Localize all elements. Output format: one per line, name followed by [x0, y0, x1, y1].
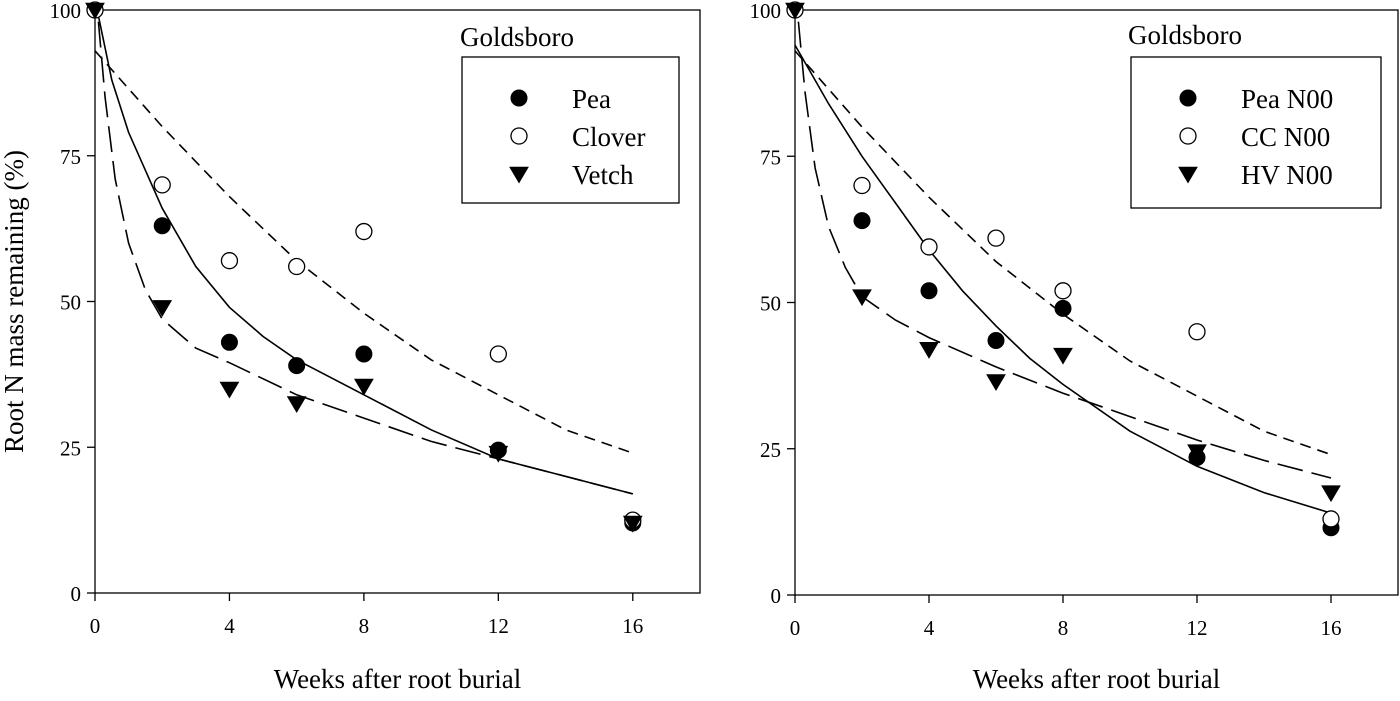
data-point: [85, 2, 105, 20]
x-axis-title: Weeks after root burial: [274, 664, 521, 694]
fit-curve-pea-n00: [794, 44, 1332, 514]
data-point: [853, 176, 871, 195]
legend-label: Clover: [572, 122, 646, 152]
legend-box: [461, 56, 680, 204]
data-point: [153, 176, 171, 194]
data-point: [785, 2, 805, 20]
x-tick-label: 16: [622, 614, 643, 638]
legend-label: Pea: [572, 84, 611, 114]
legend-box: [1130, 56, 1382, 209]
x-axis-title: Weeks after root burial: [973, 664, 1220, 694]
y-tick-label: 100: [750, 0, 782, 23]
data-point: [987, 332, 1005, 350]
data-point: [220, 252, 239, 270]
data-point: [1053, 347, 1073, 365]
data-point: [220, 333, 238, 351]
data-point: [1187, 444, 1207, 462]
data-point: [622, 515, 643, 533]
data-point: [920, 282, 938, 300]
y-tick-label: 50: [760, 292, 781, 316]
fit-curve-hv-n00: [797, 21, 1332, 479]
y-axis-title: Root N mass remaining (%): [0, 150, 29, 453]
data-point: [1321, 485, 1341, 503]
data-point: [1188, 323, 1206, 341]
data-point: [354, 378, 374, 396]
x-tick-label: 12: [488, 614, 509, 638]
legend-marker: [1178, 166, 1198, 184]
data-point: [152, 300, 173, 317]
data-point: [288, 357, 306, 375]
left-panel: 0 4 8 12 16 0 25 50 75 100 Weeks after root burial…: [0, 0, 701, 694]
x-tick-label: 0: [90, 614, 101, 638]
y-tick-label: 100: [50, 0, 82, 23]
legend-marker: [1179, 89, 1197, 107]
legend-label: CC N00: [1241, 122, 1330, 152]
y-tick-label: 0: [771, 584, 782, 608]
data-point: [1322, 510, 1340, 528]
legend-marker: [510, 89, 528, 107]
site-label: Goldsboro: [460, 22, 574, 52]
x-tick-label: 16: [1321, 616, 1342, 640]
legend-marker: [1179, 127, 1197, 145]
y-tick-label: 50: [60, 291, 81, 315]
data-point: [355, 345, 373, 363]
x-tick-label: 4: [224, 614, 235, 638]
legend-marker: [510, 127, 528, 145]
y-tick-label: 75: [60, 145, 81, 169]
data-point: [987, 229, 1005, 247]
fit-curve-cc-n00: [794, 50, 1332, 456]
x-tick-label: 12: [1187, 616, 1208, 640]
data-point: [489, 345, 507, 363]
y-tick-label: 25: [760, 438, 781, 462]
data-point: [853, 212, 871, 230]
legend-label: HV N00: [1241, 160, 1333, 190]
data-point: [920, 238, 938, 256]
data-point: [986, 374, 1006, 392]
right-panel: 0 4 8 12 16 0 25 50 75 100 Weeks after root burial…: [750, 0, 1399, 694]
fit-curve-vetch: [97, 21, 634, 495]
data-point: [1054, 299, 1072, 317]
y-tick-label: 0: [71, 582, 82, 606]
y-tick-label: 25: [60, 436, 81, 460]
data-point: [219, 381, 240, 399]
data-point: [355, 222, 373, 241]
data-point: [852, 289, 872, 307]
data-point: [919, 342, 939, 359]
legend-marker: [509, 166, 529, 184]
data-point: [488, 445, 509, 463]
x-tick-label: 4: [924, 616, 935, 640]
legend-label: Vetch: [572, 160, 634, 190]
x-tick-label: 8: [1058, 616, 1069, 640]
x-tick-label: 8: [359, 614, 370, 638]
data-point: [286, 396, 307, 414]
data-point: [153, 217, 171, 235]
data-point: [288, 257, 306, 276]
data-point: [1054, 282, 1072, 300]
fit-curve-clover: [94, 50, 634, 454]
fit-curve-pea: [97, 15, 634, 495]
y-tick-label: 75: [760, 145, 781, 169]
x-tick-label: 0: [790, 616, 801, 640]
legend-label: Pea N00: [1241, 84, 1333, 114]
site-label: Goldsboro: [1128, 20, 1242, 50]
